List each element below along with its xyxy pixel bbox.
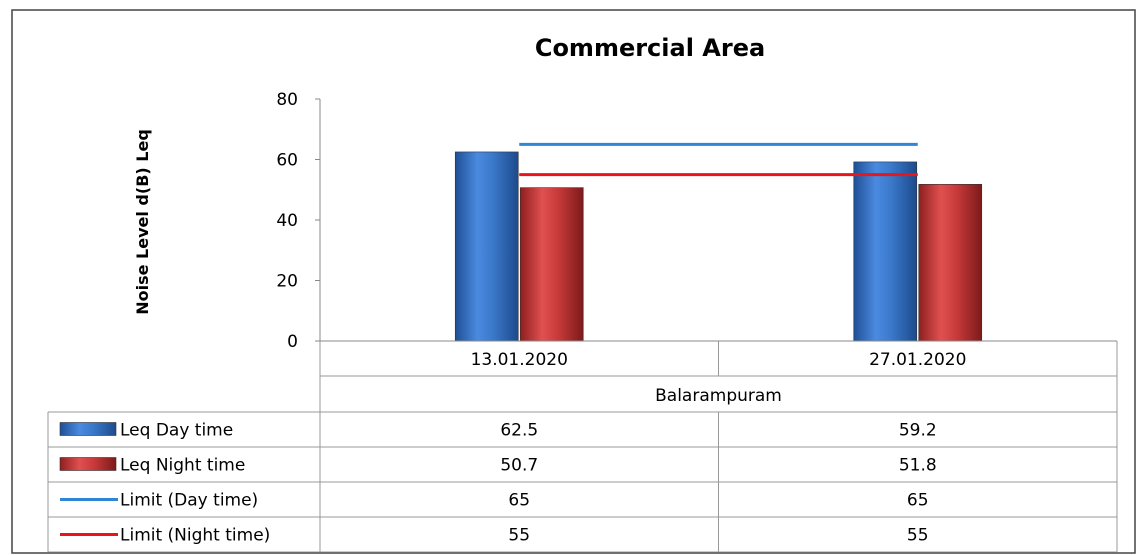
legend-key-day-bar — [59, 422, 117, 436]
data-label: 51.8 — [899, 456, 937, 476]
bar-day-1 — [454, 151, 519, 342]
y-tick-label: 80 — [276, 90, 298, 110]
y-tick-label: 0 — [287, 332, 298, 352]
data-label: 50.7 — [500, 456, 538, 476]
chart-title: Commercial Area — [535, 34, 765, 62]
data-label: 55 — [907, 526, 929, 546]
bar-night-2 — [918, 184, 983, 342]
legend-label: Limit (Day time) — [120, 491, 258, 511]
legend-key-night-bar — [59, 457, 117, 471]
data-table: 13.01.2020 27.01.2020 Balarampuram Leq Day … — [47, 341, 1118, 553]
y-tick-label: 20 — [276, 272, 298, 292]
legend-label: Leq Day time — [120, 421, 233, 441]
bar-night-1 — [519, 187, 584, 342]
bar-day-2 — [853, 161, 918, 342]
x-tick-label: 13.01.2020 — [471, 350, 568, 370]
y-tick-label: 40 — [276, 211, 298, 231]
y-tick-label: 60 — [276, 151, 298, 171]
legend-label: Leq Night time — [120, 456, 245, 476]
data-label: 65 — [907, 491, 929, 511]
group-label: Balarampuram — [655, 386, 782, 406]
data-label: 65 — [508, 491, 530, 511]
x-tick-label: 27.01.2020 — [869, 350, 966, 370]
y-axis-label: Noise Level d(B) Leq — [133, 129, 152, 315]
plot-layer: 0 20 40 60 80 — [276, 90, 1117, 352]
data-label: 55 — [508, 526, 530, 546]
data-label: 62.5 — [500, 421, 538, 441]
data-label: 59.2 — [899, 421, 937, 441]
legend-label: Limit (Night time) — [120, 526, 270, 546]
